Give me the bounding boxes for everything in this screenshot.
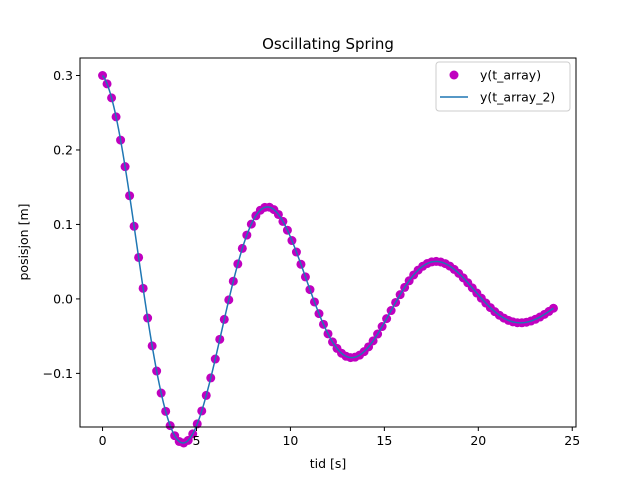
y-tick-label: 0.0 — [53, 291, 73, 306]
x-tick-label: 0 — [99, 433, 107, 448]
x-tick-label: 20 — [470, 433, 486, 448]
y-tick-label: 0.3 — [53, 68, 73, 83]
y-tick-label: −0.1 — [43, 366, 73, 381]
axes-border — [79, 57, 577, 428]
scatter-series-layer — [98, 71, 558, 448]
y-axis-label: posisjon [m] — [16, 203, 31, 280]
axes-frame — [79, 57, 577, 428]
line-series-layer — [101, 75, 554, 444]
x-axis-label: tid [s] — [310, 456, 347, 471]
x-tick-label: 10 — [282, 433, 298, 448]
legend-entry-line: y(t_array_2) — [480, 90, 555, 105]
y-axis-ticks: −0.1 0.0 0.1 0.2 0.3 — [43, 68, 80, 381]
y-tick-label: 0.2 — [53, 142, 73, 157]
legend: y(t_array) y(t_array_2) — [435, 61, 571, 112]
x-tick-label: 25 — [564, 433, 580, 448]
legend-frame — [435, 61, 571, 112]
series-line-y-t-array-2 — [101, 75, 554, 444]
legend-entry-scatter: y(t_array) — [480, 68, 541, 83]
y-tick-label: 0.1 — [53, 217, 73, 232]
chart-title: Oscillating Spring — [262, 35, 394, 53]
legend-marker-scatter — [449, 70, 459, 80]
x-axis-ticks: 0 5 10 15 20 25 — [99, 427, 580, 448]
x-tick-label: 5 — [193, 433, 201, 448]
plot-area — [98, 71, 558, 448]
x-tick-label: 15 — [376, 433, 392, 448]
